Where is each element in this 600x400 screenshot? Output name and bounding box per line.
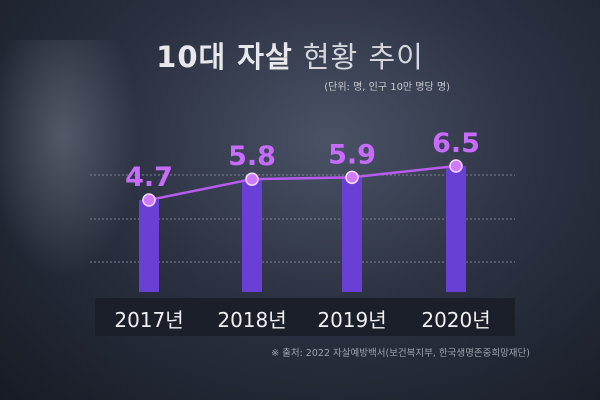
value-label: 5.9 [328, 139, 376, 170]
value-label: 4.7 [125, 162, 173, 193]
data-point [142, 193, 156, 207]
trend-line [148, 164, 457, 202]
bar [242, 179, 262, 292]
title-bold: 10대 자살 [156, 40, 293, 74]
title-rest: 현황 추이 [302, 40, 424, 74]
data-point [245, 172, 259, 186]
bar [342, 177, 362, 292]
year-band [95, 298, 515, 336]
data-point [345, 170, 359, 185]
x-tick-label: 2020년 [421, 308, 491, 332]
x-tick-label: 2018년 [217, 308, 287, 332]
data-point [449, 159, 463, 173]
x-tick-label: 2017년 [114, 308, 184, 332]
background-person-photo [0, 40, 140, 280]
bar [139, 200, 159, 292]
x-tick-label: 2019년 [317, 308, 387, 332]
value-label: 6.5 [432, 128, 480, 159]
source-note: ※ 출처: 2022 자살예방백서(보건복지부, 한국생명존중희망재단) [271, 348, 530, 359]
chart-title: 10대 자살 현황 추이 [140, 34, 440, 76]
value-label: 5.8 [228, 141, 276, 172]
bar [446, 165, 466, 292]
unit-note: (단위: 명, 인구 10만 명당 명) [324, 82, 450, 93]
